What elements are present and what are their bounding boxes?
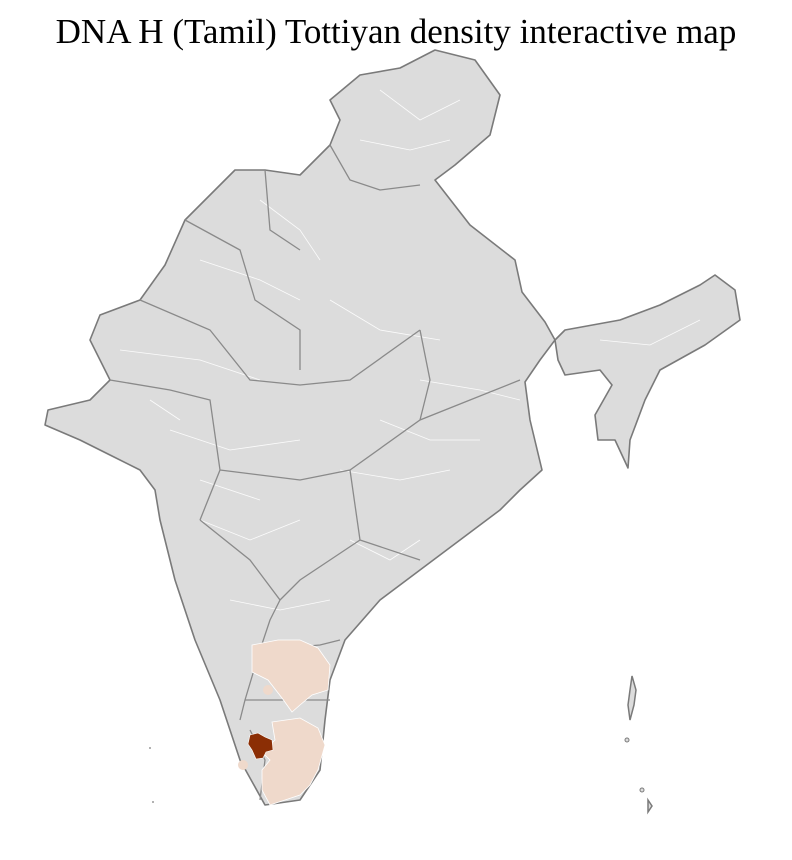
region-low-density-kerala[interactable] <box>238 760 248 770</box>
region-high-density[interactable] <box>247 732 274 760</box>
density-regions[interactable] <box>238 639 331 806</box>
lakshadweep-islands <box>149 747 154 803</box>
andaman-nicobar-islands[interactable] <box>624 675 653 815</box>
map-title: DNA H (Tamil) Tottiyan density interacti… <box>55 12 737 51</box>
region-low-density-small[interactable] <box>263 685 273 695</box>
india-northeast[interactable] <box>554 274 741 469</box>
district-borders <box>119 89 701 611</box>
region-low-density-north[interactable] <box>251 639 331 713</box>
india-mainland[interactable] <box>44 49 556 806</box>
